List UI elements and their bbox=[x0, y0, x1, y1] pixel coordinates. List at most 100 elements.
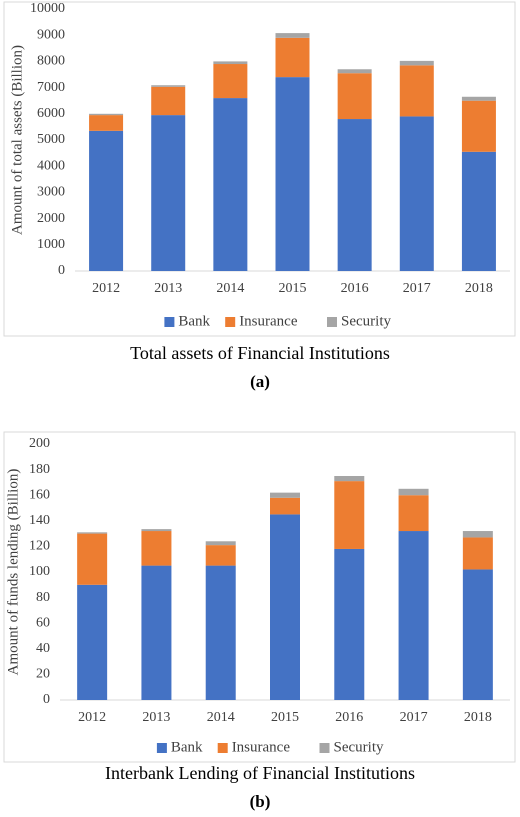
chart-caption: (b) bbox=[250, 792, 271, 811]
legend-swatch bbox=[164, 317, 175, 327]
legend-label: Security bbox=[341, 313, 391, 329]
y-tick-label: 60 bbox=[36, 615, 50, 630]
x-tick-label: 2018 bbox=[464, 710, 492, 725]
bar-segment bbox=[77, 532, 108, 534]
bar-segment bbox=[205, 541, 236, 546]
bar-segment bbox=[275, 37, 310, 78]
bar-segment bbox=[89, 115, 124, 131]
bar-segment bbox=[77, 533, 108, 585]
x-tick-label: 2018 bbox=[465, 281, 493, 296]
x-tick-label: 2016 bbox=[341, 281, 369, 296]
bar-segment bbox=[334, 481, 365, 549]
y-tick-label: 1000 bbox=[37, 237, 65, 252]
y-tick-label: 4000 bbox=[37, 158, 65, 173]
bar-segment bbox=[461, 100, 496, 152]
bar-segment bbox=[151, 115, 186, 271]
bar-segment bbox=[461, 96, 496, 101]
bar-segment bbox=[270, 497, 300, 515]
legend-swatch bbox=[156, 743, 167, 753]
y-tick-label: 200 bbox=[29, 436, 50, 451]
bar-segment bbox=[462, 531, 493, 538]
x-tick-label: 2012 bbox=[92, 281, 120, 296]
bar-segment bbox=[205, 565, 236, 700]
x-tick-label: 2012 bbox=[78, 710, 106, 725]
bar-segment bbox=[399, 65, 434, 117]
legend-label: Security bbox=[334, 739, 384, 755]
bar-segment bbox=[213, 61, 248, 65]
y-tick-label: 40 bbox=[36, 641, 50, 656]
bar-segment bbox=[89, 113, 124, 116]
chart-border bbox=[3, 1, 516, 337]
x-tick-label: 2015 bbox=[271, 710, 299, 725]
bar-segment bbox=[205, 545, 236, 566]
legend-swatch bbox=[319, 743, 330, 753]
bar-segment bbox=[77, 584, 108, 700]
y-tick-label: 0 bbox=[58, 263, 65, 278]
bar-segment bbox=[89, 130, 124, 271]
bar-segment bbox=[141, 565, 172, 700]
legend-label: Bank bbox=[178, 313, 210, 329]
bar-segment bbox=[461, 151, 496, 271]
bar-segment bbox=[213, 64, 248, 99]
y-tick-label: 5000 bbox=[37, 132, 65, 147]
legend-swatch bbox=[217, 743, 228, 753]
y-tick-label: 0 bbox=[43, 692, 50, 707]
bar-segment bbox=[334, 476, 365, 482]
x-tick-label: 2015 bbox=[279, 281, 307, 296]
x-tick-label: 2017 bbox=[403, 281, 431, 296]
y-tick-label: 100 bbox=[29, 564, 50, 579]
x-tick-label: 2014 bbox=[207, 710, 235, 725]
bar-segment bbox=[337, 69, 372, 74]
y-tick-label: 3000 bbox=[37, 185, 65, 200]
legend-swatch bbox=[225, 317, 236, 327]
bar-segment bbox=[151, 86, 186, 116]
bar-segment bbox=[399, 116, 434, 271]
chart-border bbox=[3, 431, 516, 763]
y-tick-label: 6000 bbox=[37, 106, 65, 121]
bar-segment bbox=[270, 492, 300, 498]
bar-segment bbox=[334, 548, 365, 700]
y-tick-label: 10000 bbox=[30, 1, 65, 16]
bar-segment bbox=[398, 495, 429, 532]
bar-segment bbox=[270, 514, 300, 700]
bar-segment bbox=[151, 85, 186, 87]
chart-title: Interbank Lending of Financial Instituti… bbox=[105, 763, 415, 783]
bar-segment bbox=[275, 33, 310, 38]
bar-segment bbox=[141, 529, 172, 532]
bar-segment bbox=[399, 60, 434, 66]
y-tick-label: 20 bbox=[36, 667, 50, 682]
bar-segment bbox=[275, 77, 310, 272]
chart-title: Total assets of Financial Institutions bbox=[130, 343, 390, 363]
y-tick-label: 160 bbox=[29, 487, 50, 502]
y-tick-label: 8000 bbox=[37, 54, 65, 69]
y-axis-title: Amount of funds lending (Billion) bbox=[5, 469, 21, 676]
y-tick-label: 120 bbox=[29, 539, 50, 554]
bar-segment bbox=[213, 98, 248, 271]
bar-segment bbox=[337, 73, 372, 120]
bar-segment bbox=[141, 531, 172, 566]
y-axis-title: Amount of total assets (Billion) bbox=[9, 45, 25, 235]
y-tick-label: 80 bbox=[36, 590, 50, 605]
bar-segment bbox=[462, 537, 493, 570]
x-tick-label: 2013 bbox=[154, 281, 182, 296]
legend-label: Bank bbox=[171, 739, 203, 755]
chart-caption: (a) bbox=[250, 372, 270, 391]
legend-swatch bbox=[327, 317, 337, 327]
y-tick-label: 140 bbox=[29, 513, 50, 528]
x-tick-label: 2016 bbox=[335, 710, 363, 725]
legend-label: Insurance bbox=[232, 739, 291, 755]
y-tick-label: 2000 bbox=[37, 211, 65, 226]
bar-segment bbox=[398, 488, 429, 496]
y-tick-label: 9000 bbox=[37, 27, 65, 42]
bar-segment bbox=[398, 531, 429, 700]
bar-segment bbox=[337, 119, 372, 271]
bar-segment bbox=[462, 569, 493, 700]
legend-label: Insurance bbox=[239, 313, 298, 329]
x-tick-label: 2017 bbox=[400, 710, 428, 725]
y-tick-label: 7000 bbox=[37, 80, 65, 95]
x-tick-label: 2014 bbox=[216, 281, 244, 296]
x-tick-label: 2013 bbox=[142, 710, 170, 725]
y-tick-label: 180 bbox=[29, 462, 50, 477]
